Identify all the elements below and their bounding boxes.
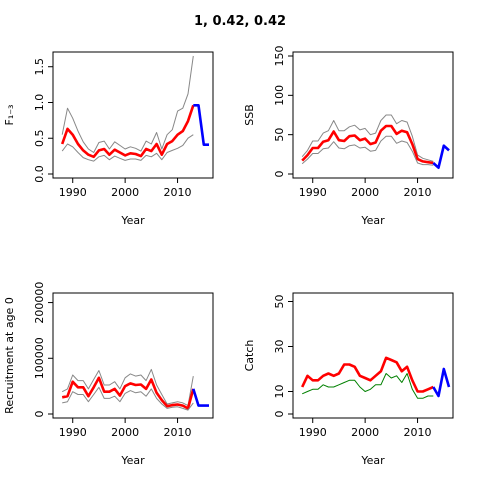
x-tick-label: 2010 xyxy=(404,426,432,439)
y-tick-label: 0.5 xyxy=(33,129,46,147)
series-line-projection xyxy=(193,104,209,146)
series-line-estimate xyxy=(301,356,434,393)
series-line-projection xyxy=(432,367,451,398)
panel-top-left: 1990 2000 2010 0.0 0.5 1.0 1.5 Year F₁₋₃ xyxy=(3,51,214,227)
y-tick-label: 1.0 xyxy=(33,94,46,112)
series-line-estimate xyxy=(301,124,434,165)
x-tick-label: 2000 xyxy=(111,186,139,199)
y-tick-label: 30 xyxy=(273,340,286,354)
series-line-estimate xyxy=(61,376,195,410)
plot-frame xyxy=(52,51,214,179)
y-axis-label: F₁₋₃ xyxy=(3,105,16,126)
x-tick-label: 1990 xyxy=(59,426,87,439)
x-tick-label: 2010 xyxy=(404,186,432,199)
y-tick-label: 100000 xyxy=(33,337,46,379)
y-tick-label: 0 xyxy=(273,171,286,178)
x-axis-label: Year xyxy=(120,214,145,227)
plot-frame xyxy=(52,292,214,419)
x-tick-label: 2010 xyxy=(164,426,192,439)
x-axis-label: Year xyxy=(120,454,145,467)
panel-top-right: 1990 2000 2010 0 50 100 150 Year SSB xyxy=(243,46,454,227)
series-line-observed xyxy=(302,373,434,399)
panel-bottom-left: 1990 2000 2010 0 100000 200000 Year Recruitment… xyxy=(3,282,214,467)
series-line-upper xyxy=(61,368,194,407)
y-tick-label: 10 xyxy=(273,385,286,399)
y-tick-label: 1.5 xyxy=(33,58,46,76)
y-axis-label: Catch xyxy=(243,340,256,372)
y-tick-label: 0 xyxy=(33,411,46,418)
plot-frame xyxy=(292,51,454,179)
series-line-lower xyxy=(301,135,434,166)
x-axis-label: Year xyxy=(360,214,385,227)
series-line-upper xyxy=(301,114,434,162)
y-tick-label: 100 xyxy=(273,85,286,106)
series-line-lower xyxy=(62,386,194,411)
x-tick-label: 2000 xyxy=(351,426,379,439)
panels: 1990 2000 2010 0.0 0.5 1.0 1.5 Year F₁₋₃ 1990 2000… xyxy=(3,46,454,467)
series-line-lower xyxy=(61,134,194,162)
plot-frame xyxy=(292,292,454,419)
y-tick-label: 150 xyxy=(273,46,286,67)
y-axis-label: SSB xyxy=(243,104,256,126)
figure-title: 1, 0.42, 0.42 xyxy=(194,14,286,29)
x-axis-label: Year xyxy=(360,454,385,467)
x-tick-label: 2010 xyxy=(164,186,192,199)
x-tick-label: 2000 xyxy=(351,186,379,199)
x-tick-label: 1990 xyxy=(299,426,327,439)
y-axis-label: Recruitment at age 0 xyxy=(3,297,16,414)
x-tick-label: 1990 xyxy=(299,186,327,199)
series-line-projection xyxy=(192,388,209,407)
panel-bottom-right: 1990 2000 2010 0 10 30 50 Year Catch xyxy=(243,292,454,467)
y-tick-label: 0 xyxy=(273,411,286,418)
series-line-estimate xyxy=(60,104,195,159)
y-tick-label: 0.0 xyxy=(33,165,46,183)
y-tick-label: 50 xyxy=(273,295,286,309)
series-line-projection xyxy=(432,144,450,169)
y-tick-label: 50 xyxy=(273,128,286,142)
x-tick-label: 2000 xyxy=(111,426,139,439)
y-tick-label: 200000 xyxy=(33,282,46,324)
series-line-upper xyxy=(61,55,194,153)
x-tick-label: 1990 xyxy=(59,186,87,199)
